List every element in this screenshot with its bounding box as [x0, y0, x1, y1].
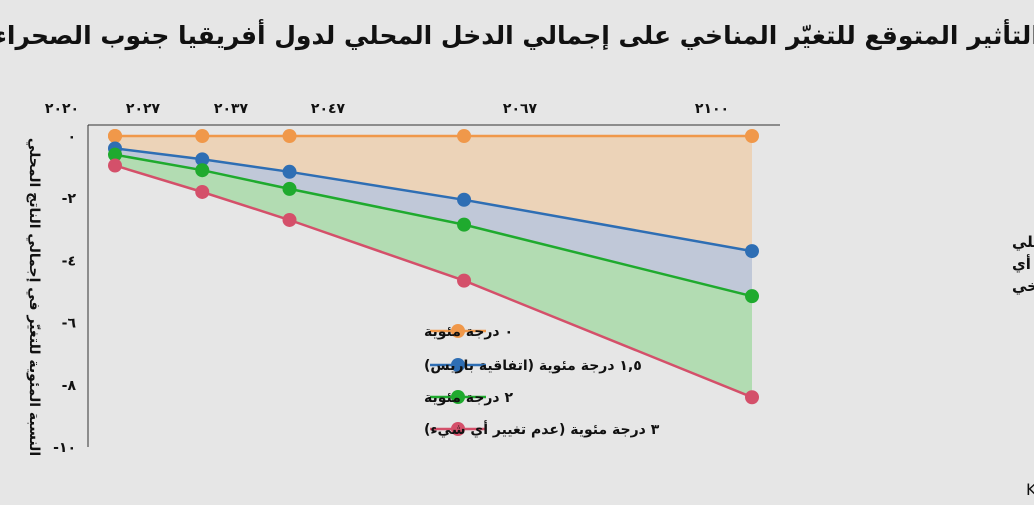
data-point: [195, 129, 210, 143]
x-tick-label: ٢٠٢٧: [126, 101, 161, 117]
x-tick-label: ٢٠٢٠: [45, 101, 79, 117]
source-note: المصدر: (٢٠١٨ Kompas, Pham, and Che: [1026, 480, 1034, 500]
data-point: [108, 158, 122, 173]
data-point: [745, 244, 759, 259]
data-point: [457, 273, 472, 288]
x-tick-label: ٢١٠٠: [695, 101, 729, 117]
legend-swatch-marker: [451, 358, 465, 372]
chart-series-points: [108, 129, 759, 405]
data-point: [745, 129, 759, 143]
legend-swatch-marker: [451, 390, 465, 404]
y-tick-label: -٤: [62, 253, 76, 269]
x-axis-ticks: ٢٠٢٠ ٢٠٢٧ ٢٠٣٧ ٢٠٤٧ ٢٠٦٧ ٢١٠٠: [45, 101, 729, 117]
data-point: [195, 152, 210, 167]
chart-title: التأثير المتوقع للتغيّر المناخي على إجما…: [0, 19, 1034, 51]
legend-label: ٣ درجة مئوية (عدم تغيير أي شيء): [424, 420, 660, 439]
annotation-line: تقديرات خسائر إجمالي الناتج المحلي: [1012, 233, 1034, 251]
data-point: [282, 129, 297, 143]
data-point: [457, 217, 472, 232]
data-point: [457, 129, 472, 143]
y-axis-ticks: ٠ -٢ -٤ -٦ -٨ -١٠: [53, 129, 76, 456]
x-tick-label: ٢٠٦٧: [503, 101, 538, 117]
legend-label: ١,٥ درجة مئوية (اتفاقية باريس): [424, 358, 642, 374]
legend-swatch-marker: [451, 324, 465, 338]
data-point: [457, 192, 472, 207]
data-point: [195, 184, 210, 199]
legend-label: ٢ درجة مئوية: [424, 390, 513, 406]
y-tick-label: -١٠: [53, 440, 76, 456]
y-tick-label: ٠: [67, 129, 76, 145]
data-point: [282, 164, 297, 179]
y-tick-label: -٢: [62, 191, 77, 207]
legend-swatch-marker: [451, 422, 465, 436]
data-point: [745, 289, 759, 304]
y-axis-label: النسبة المئوية للتغيّر في إجمالي الناتج …: [26, 138, 42, 456]
y-tick-label: -٨: [62, 378, 77, 394]
data-point: [282, 181, 297, 196]
chart-axes: [87, 124, 780, 447]
y-tick-label: -٦: [62, 316, 77, 332]
data-point: [745, 390, 759, 405]
data-point: [108, 129, 122, 143]
annotation-line: أكبر بكثير في حال عدم اتخاذ أي: [1012, 254, 1034, 274]
legend-label: ٠ درجة مئوية: [424, 324, 513, 340]
x-tick-label: ٢٠٣٧: [214, 101, 249, 117]
x-tick-label: ٢٠٤٧: [311, 101, 346, 117]
data-point: [108, 147, 122, 162]
annotation-line: تدابير لمواجهة التغيير المناخي: [1012, 277, 1034, 295]
data-point: [195, 163, 210, 178]
data-point: [282, 212, 297, 227]
chart-legend: ٠ درجة مئوية ١,٥ درجة مئوية (اتفاقية باري…: [424, 324, 660, 439]
chart-annotation: تقديرات خسائر إجمالي الناتج المحلي أكبر ب…: [1012, 233, 1034, 295]
